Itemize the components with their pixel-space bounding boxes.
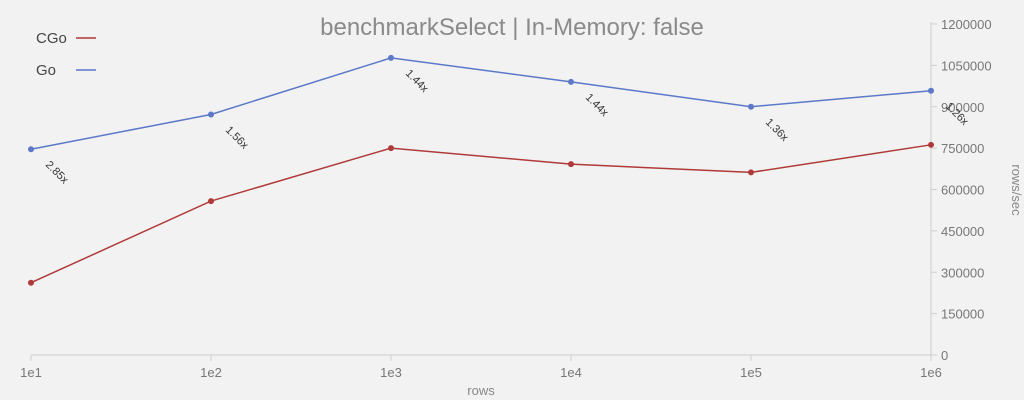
y-tick-label: 0 [941, 348, 948, 363]
x-tick-label: 1e1 [20, 365, 42, 380]
data-point-go [748, 103, 754, 110]
y-tick-label: 600000 [941, 183, 984, 198]
y-tick-label: 300000 [941, 265, 984, 280]
data-point-go [388, 54, 394, 61]
data-point-go [568, 78, 574, 85]
y-tick-label: 1050000 [941, 58, 992, 73]
y-tick-label: 1200000 [941, 17, 992, 32]
y-tick-label: 150000 [941, 307, 984, 322]
x-tick-label: 1e4 [560, 365, 582, 380]
series-line-go [30, 57, 932, 150]
legend: CGo Go [36, 30, 96, 79]
chart-title: benchmarkSelect | In-Memory: false [320, 14, 704, 41]
legend-label-go: Go [36, 62, 56, 79]
y-axis-ticks: 0 150000 300000 450000 600000 750000 900000 105… [931, 17, 992, 363]
x-tick-label: 1e6 [920, 365, 942, 380]
data-point-cgo [568, 161, 574, 168]
data-point-cgo [748, 169, 754, 176]
data-point-go [928, 87, 934, 94]
x-axis-title: rows [467, 383, 495, 398]
x-tick-label: 1e3 [380, 365, 402, 380]
data-point-cgo [928, 141, 934, 148]
x-tick-label: 1e2 [200, 365, 222, 380]
x-tick-label: 1e5 [740, 365, 762, 380]
series-line-cgo [30, 144, 932, 284]
y-axis-title: rows/sec [1009, 164, 1024, 216]
y-tick-label: 450000 [941, 224, 984, 239]
x-axis-ticks: 1e1 1e2 1e3 1e4 1e5 1e6 [20, 355, 942, 380]
data-point-cgo [28, 279, 34, 286]
y-tick-label: 750000 [941, 141, 984, 156]
data-point-cgo [388, 145, 394, 152]
legend-label-cgo: CGo [36, 30, 67, 47]
data-point-go [208, 111, 214, 118]
data-point-go [28, 146, 34, 153]
y-tick-label: 900000 [941, 100, 984, 115]
data-point-cgo [208, 198, 214, 205]
series-layer [28, 54, 934, 286]
